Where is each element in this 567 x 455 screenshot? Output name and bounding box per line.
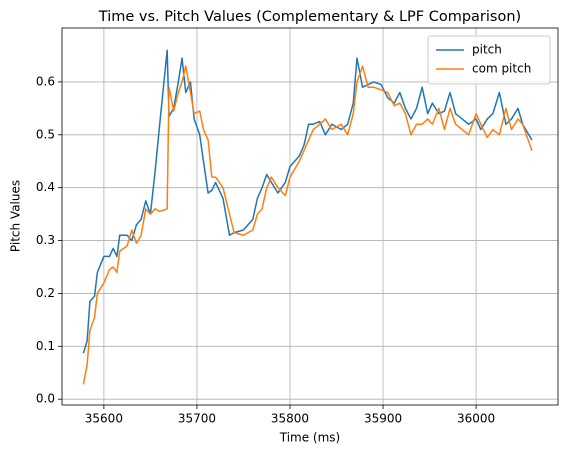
y-tick-label: 0.2 (36, 286, 55, 300)
legend-box (427, 35, 551, 85)
legend-label: pitch (472, 43, 502, 57)
y-tick-label: 0.6 (36, 74, 55, 88)
y-tick-label: 0.3 (36, 233, 55, 247)
y-tick-label: 0.1 (36, 339, 55, 353)
y-tick-label: 0.0 (36, 392, 55, 406)
x-tick-label: 35700 (178, 412, 216, 426)
x-tick-label: 35600 (85, 412, 123, 426)
plot-frame (61, 27, 559, 406)
x-tick-label: 36000 (457, 412, 495, 426)
line-series (82, 49, 533, 354)
line-series (82, 65, 533, 385)
x-tick-label: 35800 (271, 412, 309, 426)
y-tick-label: 0.4 (36, 180, 55, 194)
y-tick-label: 0.5 (36, 127, 55, 141)
y-axis-label: Pitch Values (9, 180, 23, 252)
x-tick-label: 35900 (364, 412, 402, 426)
chart-title: Time vs. Pitch Values (Complementary & L… (98, 9, 521, 25)
x-axis-label: Time (ms) (279, 431, 341, 445)
legend-label: com pitch (472, 62, 531, 76)
